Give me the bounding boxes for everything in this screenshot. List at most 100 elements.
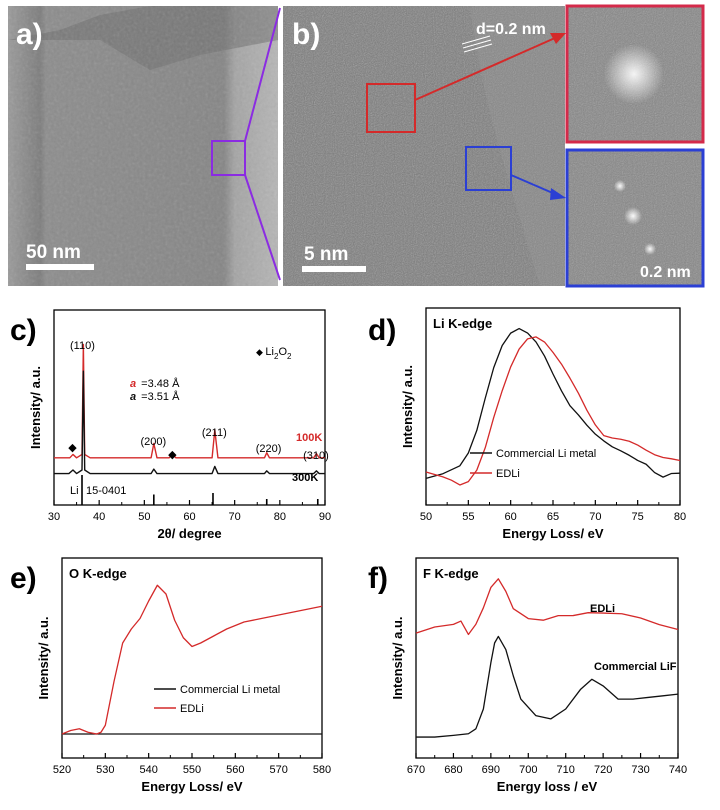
xrd-reference-card: 15-0401	[86, 485, 126, 497]
xrd-series-label-100K: 100K	[296, 432, 322, 444]
inset-red	[565, 4, 705, 144]
panel-label-b: b)	[292, 18, 320, 51]
xrd-lattice-param: a =3.51 Å	[130, 390, 180, 403]
xrd-series-100K	[54, 343, 325, 459]
li-edge-xtick-label: 65	[547, 511, 559, 523]
xrd-ylabel: Intensity/ a.u.	[28, 366, 43, 449]
li-edge-xlabel: Energy Loss/ eV	[502, 526, 603, 541]
f-edge-series	[416, 635, 679, 738]
tem-image-b-texture	[283, 6, 565, 286]
tem-image-a-texture	[8, 6, 278, 286]
panel-b: b) d=0.2 nm 5 nm	[283, 6, 566, 286]
f-edge-xtick-label: 730	[631, 764, 649, 776]
panel-label-f: f)	[368, 562, 388, 595]
panel-a: a) 50 nm	[8, 6, 281, 286]
scale-bar-a-label: 50 nm	[26, 242, 81, 263]
li-edge-series	[425, 336, 681, 486]
li-edge-legend-label: EDLi	[496, 468, 520, 480]
lattice-fringes	[461, 35, 493, 53]
scale-bar-a	[26, 264, 94, 270]
o-edge-xtick-label: 570	[269, 764, 287, 776]
zoom-line-top	[244, 7, 281, 142]
scale-bar-b-label: 5 nm	[304, 244, 348, 265]
chart-f: 670 680 690 700 710 720 730 740 Energy loss / eV…	[390, 557, 687, 794]
chart-c: 30 40 50 60 70 80 90 2θ/ degree Intensity/ a.u. L…	[28, 309, 331, 541]
roi-red	[366, 83, 416, 133]
zoom-line-bottom	[244, 174, 281, 281]
xrd-peak-label: (110)	[70, 340, 95, 352]
f-edge-title: F K-edge	[423, 566, 479, 581]
xrd-lattice-param: a =3.48 Å	[130, 377, 180, 390]
f-edge-xtick-label: 740	[669, 764, 687, 776]
panel-label-a: a)	[16, 18, 43, 51]
o-edge-plot-frame	[61, 557, 323, 759]
f-edge-xtick-label: 700	[519, 764, 537, 776]
xrd-xtick-label: 40	[93, 511, 105, 523]
li-edge-ylabel: Intensity/ a.u.	[400, 365, 415, 448]
xrd-peak-label: (220)	[256, 443, 282, 455]
xrd-peak-label: (310)	[303, 450, 329, 462]
o-edge-xtick-label: 580	[313, 764, 331, 776]
f-edge-label-lif: Commercial LiF	[594, 661, 677, 673]
xrd-legend-li2o2: ◆ Li2O2	[256, 346, 292, 361]
panel-label-c: c)	[10, 314, 37, 347]
f-edge-xtick-label: 720	[594, 764, 612, 776]
f-edge-label-edli: EDLi	[590, 603, 615, 615]
o-edge-xtick-label: 550	[183, 764, 201, 776]
o-edge-xtick-label: 530	[96, 764, 114, 776]
li-edge-series	[425, 327, 681, 480]
arrow-red-head	[550, 33, 566, 44]
f-edge-xtick-label: 680	[444, 764, 462, 776]
inset-scale-label: 0.2 nm	[640, 264, 691, 281]
f-edge-xlabel: Energy loss / eV	[497, 779, 598, 794]
li-edge-title: Li K-edge	[433, 316, 492, 331]
o-edge-series	[61, 584, 323, 735]
xrd-peak-label: (200)	[141, 436, 167, 448]
o-edge-legend-label: EDLi	[180, 703, 204, 715]
d-spacing-label: d=0.2 nm	[476, 21, 546, 38]
xrd-xtick-label: 80	[274, 511, 286, 523]
panel-label-d: d)	[368, 314, 396, 347]
li-edge-xtick-label: 60	[505, 511, 517, 523]
xrd-xtick-label: 90	[319, 511, 331, 523]
chart-e: 520 530 540 550 560 570 580 Energy Loss/ eV Inte…	[36, 557, 331, 794]
f-edge-xtick-label: 690	[482, 764, 500, 776]
tem-image-b-edge	[470, 6, 565, 286]
f-edge-plot-frame	[415, 557, 679, 759]
o-edge-xlabel: Energy Loss/ eV	[141, 779, 242, 794]
xrd-xtick-label: 50	[138, 511, 150, 523]
xrd-diamond-mark: ◆	[168, 449, 177, 461]
f-edge-xtick-label: 670	[407, 764, 425, 776]
chart-d: 50 55 60 65 70 75 80 Energy Loss/ eV Intensity/ …	[400, 307, 686, 541]
xrd-xtick-label: 60	[183, 511, 195, 523]
inset-blue: 0.2 nm	[565, 148, 705, 288]
li-edge-xtick-label: 70	[589, 511, 601, 523]
xrd-series-300K	[54, 370, 325, 475]
li-edge-xtick-label: 80	[674, 511, 686, 523]
f-edge-ylabel: Intensity/ a.u.	[390, 616, 405, 699]
xrd-peak-label: (211)	[202, 427, 227, 439]
xrd-xtick-label: 30	[48, 511, 60, 523]
roi-blue	[465, 146, 512, 191]
li-edge-plot-frame	[425, 307, 681, 506]
li-edge-legend-label: Commercial Li metal	[496, 448, 596, 460]
scale-bar-b	[302, 266, 366, 272]
panel-label-e: e)	[10, 562, 37, 595]
o-edge-legend-label: Commercial Li metal	[180, 684, 280, 696]
o-edge-title: O K-edge	[69, 566, 127, 581]
xrd-series-label-300K: 300K	[292, 472, 318, 484]
zoom-box-a	[211, 140, 246, 176]
f-edge-xtick-label: 710	[557, 764, 575, 776]
f-edge-series	[415, 578, 679, 636]
xrd-xtick-label: 70	[229, 511, 241, 523]
li-edge-xtick-label: 55	[462, 511, 474, 523]
li-edge-xtick-label: 75	[632, 511, 644, 523]
li-edge-xtick-label: 50	[420, 511, 432, 523]
arrow-red-line	[414, 37, 556, 101]
o-edge-xtick-label: 520	[53, 764, 71, 776]
o-edge-ylabel: Intensity/ a.u.	[36, 616, 51, 699]
o-edge-xtick-label: 560	[226, 764, 244, 776]
xrd-xlabel: 2θ/ degree	[157, 526, 221, 541]
arrow-blue-head	[550, 188, 566, 200]
